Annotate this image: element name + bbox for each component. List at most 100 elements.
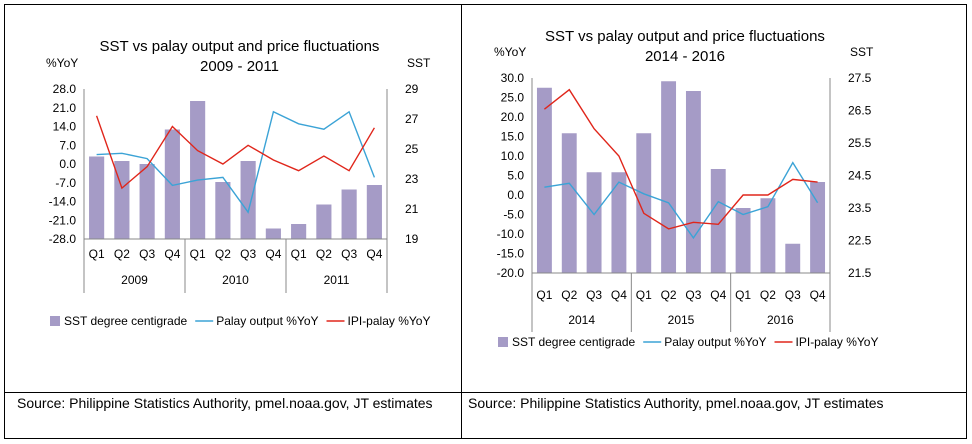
- quarter-label: Q4: [164, 247, 180, 261]
- quarter-label: Q4: [265, 247, 281, 261]
- sst-bar: [710, 169, 726, 273]
- chart-2014-2016: SST vs palay output and price fluctuatio…: [494, 28, 879, 349]
- sst-bar: [316, 204, 332, 239]
- sst-bar: [190, 101, 206, 239]
- left-tick-label: 0.0: [59, 157, 76, 171]
- right-axis-label: SST: [850, 45, 874, 59]
- year-label: 2014: [568, 313, 595, 327]
- left-tick-label: -5.0: [503, 208, 524, 222]
- chart-panel-2014-2016: SST vs palay output and price fluctuatio…: [475, 10, 895, 358]
- left-tick-label: -28.0: [49, 232, 77, 246]
- sst-bar: [760, 198, 776, 273]
- right-tick-label: 21.5: [848, 266, 872, 280]
- left-tick-label: -21.0: [49, 213, 77, 227]
- quarter-label: Q2: [114, 247, 130, 261]
- sst-bar: [139, 164, 155, 239]
- quarter-label: Q1: [89, 247, 105, 261]
- quarter-label: Q1: [536, 288, 552, 302]
- left-tick-label: 21.0: [53, 101, 77, 115]
- legend-label: IPI-palay %YoY: [796, 335, 879, 349]
- right-tick-label: 27.5: [848, 71, 872, 85]
- quarter-label: Q4: [366, 247, 382, 261]
- right-tick-label: 24.5: [848, 169, 872, 183]
- right-tick-label: 23.5: [848, 201, 872, 215]
- quarter-label: Q2: [215, 247, 231, 261]
- sst-bar: [215, 182, 231, 239]
- left-tick-label: 0.0: [507, 188, 524, 202]
- quarter-label: Q1: [291, 247, 307, 261]
- ipi-palay-line: [95, 115, 376, 190]
- legend-label: IPI-palay %YoY: [348, 314, 431, 328]
- sst-bar: [89, 156, 105, 239]
- year-label: 2011: [324, 273, 350, 287]
- left-axis-label: %YoY: [494, 45, 526, 59]
- palay-output-line: [96, 110, 376, 214]
- chart-title: SST vs palay output and price fluctuatio…: [545, 28, 825, 45]
- right-axis-label: SST: [407, 56, 431, 70]
- sst-bar: [735, 208, 751, 273]
- sst-bar: [785, 243, 801, 273]
- chart-subtitle: 2009 - 2011: [200, 58, 279, 75]
- right-tick-label: 27: [405, 112, 419, 126]
- quarter-label: Q4: [710, 288, 726, 302]
- right-tick-label: 19: [405, 232, 419, 246]
- left-tick-label: -10.0: [497, 227, 525, 241]
- sst-bar: [586, 172, 602, 273]
- left-tick-label: -20.0: [497, 266, 525, 280]
- right-tick-label: 23: [405, 172, 419, 186]
- sst-bar: [536, 87, 552, 273]
- legend-swatch-sst: [50, 316, 60, 326]
- sst-bar: [366, 185, 382, 239]
- quarter-label: Q3: [685, 288, 701, 302]
- legend-label: Palay output %YoY: [664, 335, 766, 349]
- left-tick-label: 10.0: [501, 149, 525, 163]
- quarter-label: Q2: [661, 288, 677, 302]
- right-tick-label: 26.5: [848, 104, 872, 118]
- left-tick-label: 5.0: [507, 169, 524, 183]
- chart-panel-2009-2011: SST vs palay output and price fluctuatio…: [20, 10, 440, 345]
- legend-label: Palay output %YoY: [216, 314, 318, 328]
- quarter-label: Q3: [240, 247, 256, 261]
- figure-frame: [4, 4, 967, 439]
- ipi-palay-line: [543, 88, 818, 230]
- quarter-label: Q2: [316, 247, 332, 261]
- sst-bar: [341, 189, 357, 239]
- right-tick-label: 25: [405, 142, 419, 156]
- sst-bar: [164, 129, 180, 239]
- legend-label: SST degree centigrade: [64, 314, 188, 328]
- sst-bar: [114, 161, 130, 239]
- left-tick-label: 15.0: [501, 130, 525, 144]
- quarter-label: Q1: [735, 288, 751, 302]
- right-tick-label: 29: [405, 82, 419, 96]
- year-label: 2015: [668, 313, 695, 327]
- source-note-left: Source: Philippine Statistics Authority,…: [17, 395, 433, 411]
- sst-bar: [661, 81, 677, 273]
- chart-2009-2011: SST vs palay output and price fluctuatio…: [46, 38, 431, 328]
- left-tick-label: -7.0: [55, 176, 76, 190]
- quarter-label: Q3: [341, 247, 357, 261]
- sst-bar: [810, 182, 826, 273]
- sst-bar: [685, 91, 701, 273]
- right-tick-label: 21: [405, 202, 419, 216]
- sst-bar: [561, 133, 577, 273]
- quarter-label: Q1: [636, 288, 652, 302]
- quarter-label: Q1: [190, 247, 206, 261]
- quarter-label: Q4: [611, 288, 627, 302]
- left-tick-label: 28.0: [53, 82, 77, 96]
- left-tick-label: 30.0: [501, 71, 525, 85]
- quarter-label: Q3: [785, 288, 801, 302]
- left-tick-label: 14.0: [53, 120, 77, 134]
- left-tick-label: 25.0: [501, 91, 525, 105]
- quarter-label: Q3: [139, 247, 155, 261]
- quarter-label: Q4: [810, 288, 826, 302]
- left-tick-label: -15.0: [497, 247, 525, 261]
- right-tick-label: 22.5: [848, 234, 872, 248]
- chart-title: SST vs palay output and price fluctuatio…: [100, 38, 380, 55]
- year-label: 2010: [222, 273, 249, 287]
- left-tick-label: -14.0: [49, 195, 77, 209]
- legend-label: SST degree centigrade: [512, 335, 636, 349]
- legend-swatch-sst: [498, 337, 508, 347]
- source-note-right: Source: Philippine Statistics Authority,…: [468, 395, 884, 411]
- right-tick-label: 25.5: [848, 136, 872, 150]
- sst-bar: [611, 172, 627, 273]
